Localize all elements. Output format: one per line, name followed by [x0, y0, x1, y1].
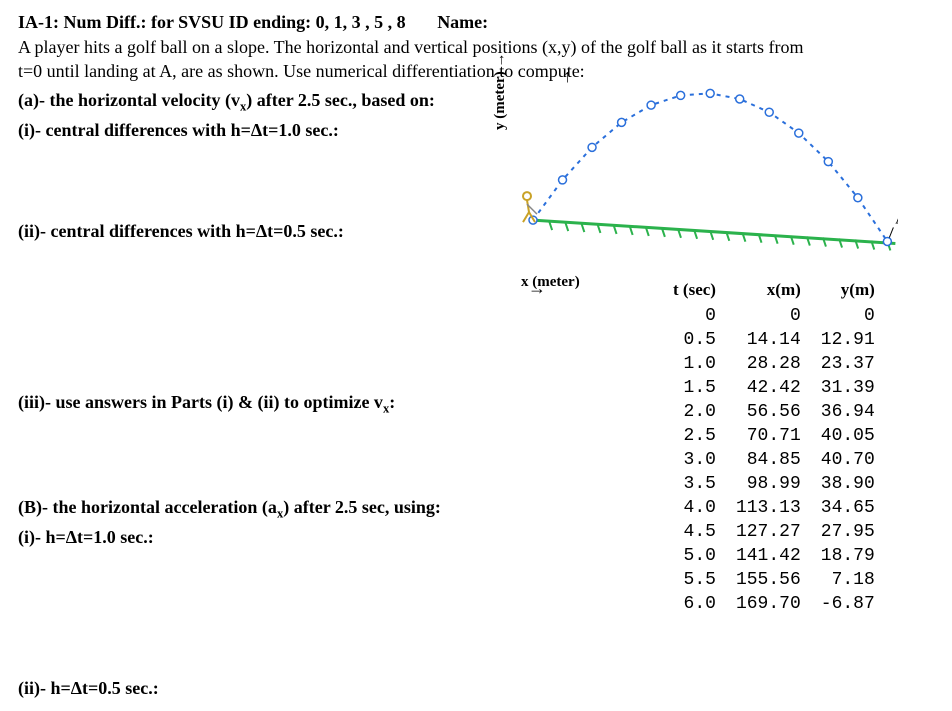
cell-t: 4.0	[663, 496, 726, 520]
cell-x: 141.42	[726, 544, 811, 568]
cell-x: 113.13	[726, 496, 811, 520]
cell-x: 28.28	[726, 352, 811, 376]
cell-t: 6.0	[663, 592, 726, 616]
y-axis-label: y (meter) →	[492, 53, 509, 130]
part-a-iii-post: :	[389, 392, 395, 412]
table-row: 000	[663, 304, 885, 328]
cell-t: 4.5	[663, 520, 726, 544]
table-row: 6.0169.70-6.87	[663, 592, 885, 616]
part-b: (B)- the horizontal acceleration (ax) af…	[18, 497, 488, 522]
cell-y: 23.37	[811, 352, 885, 376]
col-y: y(m)	[811, 280, 885, 304]
part-a-text: (a)- the horizontal velocity (v	[18, 90, 240, 110]
x-meter-label: x (meter)	[521, 274, 580, 291]
cell-x: 98.99	[726, 472, 811, 496]
cell-y: 7.18	[811, 568, 885, 592]
cell-y: 40.70	[811, 448, 885, 472]
cell-t: 5.0	[663, 544, 726, 568]
cell-x: 70.71	[726, 424, 811, 448]
intro-line-1: A player hits a golf ball on a slope. Th…	[18, 35, 934, 59]
table-row: 3.598.9938.90	[663, 472, 885, 496]
table-row: 0.514.1412.91	[663, 328, 885, 352]
part-a-iii: (iii)- use answers in Parts (i) & (ii) t…	[18, 392, 488, 417]
cell-x: 56.56	[726, 400, 811, 424]
table-row: 1.542.4231.39	[663, 376, 885, 400]
cell-x: 127.27	[726, 520, 811, 544]
part-a-i: (i)- central differences with h=Δt=1.0 s…	[18, 120, 488, 141]
cell-y: 38.90	[811, 472, 885, 496]
assignment-id: IA-1: Num Diff.: for SVSU ID ending: 0, …	[18, 12, 406, 32]
cell-y: 12.91	[811, 328, 885, 352]
part-b-post: ) after 2.5 sec, using:	[283, 497, 441, 517]
header-line: IA-1: Num Diff.: for SVSU ID ending: 0, …	[18, 12, 934, 33]
col-t: t (sec)	[663, 280, 726, 304]
cell-t: 3.5	[663, 472, 726, 496]
trajectory-plot: y (meter) → A → x (meter) ↑	[498, 70, 918, 275]
plot-svg: A	[498, 70, 898, 270]
cell-y: -6.87	[811, 592, 885, 616]
part-b-ii: (ii)- h=Δt=0.5 sec.:	[18, 678, 488, 699]
cell-y: 40.05	[811, 424, 885, 448]
table-row: 2.056.5636.94	[663, 400, 885, 424]
part-b-i: (i)- h=Δt=1.0 sec.:	[18, 527, 488, 548]
figure-area: y (meter) → A → x (meter) ↑	[498, 70, 938, 275]
cell-y: 31.39	[811, 376, 885, 400]
cell-x: 155.56	[726, 568, 811, 592]
table-row: 4.5127.2727.95	[663, 520, 885, 544]
cell-x: 42.42	[726, 376, 811, 400]
table-row: 2.570.7140.05	[663, 424, 885, 448]
cell-t: 2.5	[663, 424, 726, 448]
table-row: 4.0113.1334.65	[663, 496, 885, 520]
data-table: t (sec) x(m) y(m) 0000.514.1412.911.028.…	[663, 280, 885, 616]
table-row: 5.5155.567.18	[663, 568, 885, 592]
cell-t: 1.0	[663, 352, 726, 376]
part-a: (a)- the horizontal velocity (vx) after …	[18, 90, 488, 115]
cell-t: 1.5	[663, 376, 726, 400]
cell-y: 18.79	[811, 544, 885, 568]
cell-y: 34.65	[811, 496, 885, 520]
cell-t: 0.5	[663, 328, 726, 352]
cell-t: 0	[663, 304, 726, 328]
cell-y: 36.94	[811, 400, 885, 424]
table-row: 1.028.2823.37	[663, 352, 885, 376]
cell-t: 5.5	[663, 568, 726, 592]
cell-y: 27.95	[811, 520, 885, 544]
table-row: 3.084.8540.70	[663, 448, 885, 472]
cell-x: 0	[726, 304, 811, 328]
part-a-rest: ) after 2.5 sec., based on:	[246, 90, 435, 110]
part-a-iii-pre: (iii)- use answers in Parts (i) & (ii) t…	[18, 392, 383, 412]
col-x: x(m)	[726, 280, 811, 304]
cell-x: 169.70	[726, 592, 811, 616]
up-arrow-icon: ↑	[563, 66, 572, 87]
page-root: IA-1: Num Diff.: for SVSU ID ending: 0, …	[18, 12, 934, 699]
cell-x: 84.85	[726, 448, 811, 472]
name-label: Name:	[437, 12, 488, 32]
table-row: 5.0141.4218.79	[663, 544, 885, 568]
left-column: (a)- the horizontal velocity (vx) after …	[18, 90, 488, 700]
svg-text:A: A	[895, 211, 898, 227]
cell-t: 3.0	[663, 448, 726, 472]
part-b-pre: (B)- the horizontal acceleration (a	[18, 497, 277, 517]
cell-x: 14.14	[726, 328, 811, 352]
table-header-row: t (sec) x(m) y(m)	[663, 280, 885, 304]
part-a-ii: (ii)- central differences with h=Δt=0.5 …	[18, 221, 488, 242]
cell-y: 0	[811, 304, 885, 328]
cell-t: 2.0	[663, 400, 726, 424]
